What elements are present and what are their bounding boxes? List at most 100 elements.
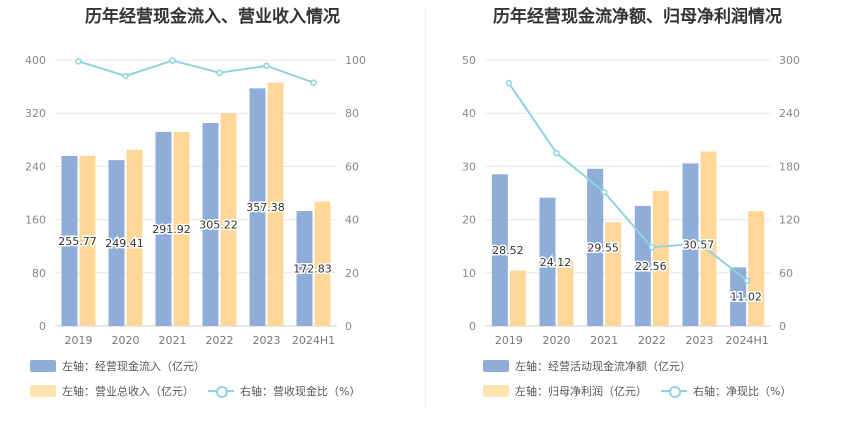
bar-左轴：归母净利润（亿元） [557,260,574,326]
data-label: 22.56 [635,260,667,273]
right-tick-label: 0 [779,320,786,333]
line-series [78,59,314,84]
category-label: 2019 [65,334,93,347]
legend-label: 右轴：营收现金比（%） [240,385,361,398]
bar-左轴：归母净利润（亿元） [652,190,669,326]
legend-item-bar1[interactable]: 左轴：经营现金流入（亿元） [30,358,205,374]
data-label: 291.92 [152,223,191,236]
left-tick-label: 400 [25,54,46,67]
line-point [122,72,129,80]
legend-swatch [483,385,509,397]
chart-title: 历年经营现金流净额、归母净利润情况 [493,7,782,27]
line-point [169,57,176,64]
bar-左轴：经营现金流入（亿元） [108,160,125,326]
category-label: 2020 [112,334,140,347]
left-tick-label: 0 [469,320,476,333]
chart-panel-net-cash: 历年经营现金流净额、归母净利润情况 0 0 10 60 20 120 30 180 40 240 5… [425,0,850,437]
chart-title: 历年经营现金流入、营业收入情况 [85,7,340,27]
line-point [75,58,82,65]
category-label: 2024H1 [726,334,769,347]
legend-line-swatch [208,385,234,398]
bar-左轴：营业总收入（亿元） [267,82,284,326]
category-label: 2022 [206,334,234,347]
bar-左轴：归母净利润（亿元） [509,270,526,326]
legend-row-2: 左轴：营业总收入（亿元） 右轴：营收现金比（%） [30,383,374,399]
bar-左轴：经营活动现金流净额（亿元） [634,205,651,326]
panel-divider [425,8,426,408]
bar-左轴：经营现金流入（亿元） [155,131,172,326]
bar-左轴：经营现金流入（亿元） [61,155,78,326]
right-tick-label: 80 [345,107,359,120]
left-tick-label: 240 [25,160,46,173]
right-tick-label: 180 [779,160,800,173]
line-point [648,244,656,251]
left-tick-label: 0 [39,320,46,333]
bar-左轴：经营活动现金流净额（亿元） [587,168,604,326]
legend-label: 左轴：经营活动现金流净额（亿元） [515,360,691,373]
category-label: 2021 [590,334,618,347]
bar-左轴：营业总收入（亿元） [79,155,96,326]
category-label: 2024H1 [292,334,335,347]
right-tick-label: 240 [779,107,800,120]
legend-item-bar1[interactable]: 左轴：经营活动现金流净额（亿元） [483,358,691,374]
line-point [216,69,223,77]
category-label: 2022 [638,334,666,347]
legend-label: 左轴：营业总收入（亿元） [62,385,194,398]
right-tick-label: 100 [345,54,366,67]
bar-左轴：营业总收入（亿元） [173,131,190,326]
legend-label: 左轴：经营现金流入（亿元） [62,360,205,373]
legend-row-1: 左轴：经营活动现金流净额（亿元） [483,358,705,374]
bar-左轴：经营活动现金流净额（亿元） [730,267,747,326]
category-label: 2019 [495,334,523,347]
data-label: 28.52 [492,244,523,257]
line-series [508,82,748,282]
line-point [553,149,560,157]
bar-左轴：归母净利润（亿元） [700,151,717,326]
category-label: 2023 [686,334,714,347]
category-label: 2020 [543,334,571,347]
legend-item-line[interactable]: 右轴：营收现金比（%） [208,383,360,399]
right-tick-label: 0 [345,320,352,333]
bar-左轴：营业总收入（亿元） [314,201,331,326]
line-point [696,240,703,247]
line-point [263,62,270,70]
data-label: 29.55 [587,241,619,254]
bar-左轴：营业总收入（亿元） [220,113,237,326]
bar-左轴：归母净利润（亿元） [605,222,622,326]
left-tick-label: 30 [462,160,476,173]
bar-左轴：归母净利润（亿元） [748,211,765,326]
legend-label: 左轴：归母净利润（亿元） [515,385,647,398]
data-label: 357.38 [246,201,285,214]
left-tick-label: 320 [25,107,46,120]
legend-swatch [483,360,509,372]
bar-左轴：经营活动现金流净额（亿元） [491,174,508,326]
line-point [743,277,751,285]
line-point [310,79,317,86]
legend-item-bar2[interactable]: 左轴：归母净利润（亿元） [483,383,647,399]
legend-row-2: 左轴：归母净利润（亿元） 右轴：净现比（%） [483,383,805,399]
bar-左轴：经营现金流入（亿元） [249,88,266,326]
left-tick-label: 80 [32,267,46,280]
legend-label: 右轴：净现比（%） [693,385,792,398]
right-tick-label: 60 [779,267,793,280]
right-tick-label: 120 [779,214,800,227]
legend-line-swatch [661,385,687,398]
data-label: 249.41 [105,237,144,250]
data-label: 30.57 [683,239,715,252]
legend-swatch [30,385,56,397]
bar-左轴：营业总收入（亿元） [126,149,143,326]
left-tick-label: 160 [25,214,46,227]
legend-item-line[interactable]: 右轴：净现比（%） [661,383,791,399]
category-label: 2021 [159,334,187,347]
right-tick-label: 300 [779,54,800,67]
data-label: 255.77 [58,235,97,248]
legend-item-bar2[interactable]: 左轴：营业总收入（亿元） [30,383,194,399]
legend-row-1: 左轴：经营现金流入（亿元） [30,358,219,374]
left-tick-label: 10 [462,267,476,280]
data-label: 24.12 [540,256,572,269]
data-label: 305.22 [199,219,238,232]
right-tick-label: 60 [345,160,359,173]
line-point [600,188,608,196]
data-label: 172.83 [293,263,332,276]
left-tick-label: 40 [462,107,476,120]
